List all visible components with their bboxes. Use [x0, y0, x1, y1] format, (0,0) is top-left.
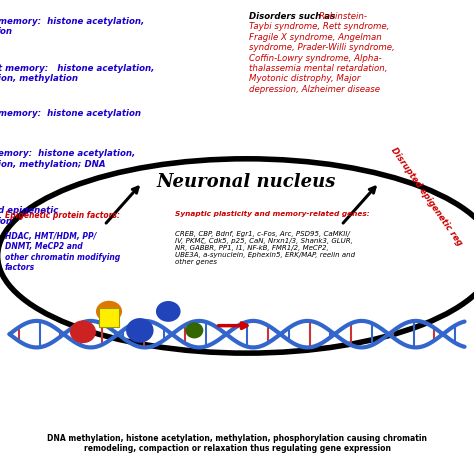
Text: d epigenetic
ion: d epigenetic ion [0, 206, 58, 226]
Text: Neuronal nucleus: Neuronal nucleus [157, 173, 336, 191]
Text: Epigenetic protein factors:: Epigenetic protein factors: [5, 211, 119, 220]
Text: Coffin-Lowry syndrome, Alpha-: Coffin-Lowry syndrome, Alpha- [249, 54, 382, 63]
Text: HDAC, HMT/HDM, PP/
DNMT, MeCP2 and
other chromatin modifying
factors: HDAC, HMT/HDM, PP/ DNMT, MeCP2 and other… [5, 232, 120, 272]
Text: Myotonic distrophy, Major: Myotonic distrophy, Major [249, 74, 360, 83]
Ellipse shape [126, 318, 154, 343]
Text: Fragile X syndrome, Angelman: Fragile X syndrome, Angelman [249, 33, 382, 42]
Text: Rubinstein-: Rubinstein- [319, 12, 368, 21]
Text: t memory:   histone acetylation,
ion, methylation: t memory: histone acetylation, ion, meth… [0, 64, 154, 83]
Text: memory:  histone acetylation: memory: histone acetylation [0, 109, 141, 118]
Text: Disrupted epigenetic reg: Disrupted epigenetic reg [389, 146, 464, 247]
Ellipse shape [185, 322, 203, 338]
Ellipse shape [96, 301, 122, 322]
Text: Taybi syndrome, Rett syndrome,: Taybi syndrome, Rett syndrome, [249, 22, 389, 31]
Ellipse shape [156, 301, 181, 322]
Text: DNA methylation, histone acetylation, methylation, phosphorylation causing chrom: DNA methylation, histone acetylation, me… [47, 434, 427, 453]
Text: depression, Alzheimer disease: depression, Alzheimer disease [249, 85, 380, 94]
Text: Synaptic plasticity and memory-related genes:: Synaptic plasticity and memory-related g… [175, 211, 370, 217]
Text: Disorders such as: Disorders such as [249, 12, 338, 21]
Ellipse shape [70, 320, 96, 343]
Text: memory:  histone acetylation,
ion: memory: histone acetylation, ion [0, 17, 144, 36]
Text: syndrome, Prader-Willi syndrome,: syndrome, Prader-Willi syndrome, [249, 43, 394, 52]
Text: thalassemia mental retardation,: thalassemia mental retardation, [249, 64, 387, 73]
Text: emory:  histone acetylation,
ion, methylation; DNA: emory: histone acetylation, ion, methyla… [0, 149, 135, 169]
Ellipse shape [0, 159, 474, 353]
FancyBboxPatch shape [99, 308, 118, 327]
Text: CREB, CBP, Bdnf, Egr1, c-Fos, Arc, PSD95, CaMKII/
IV, PKMζ, Cdk5, p25, CaN, Nrxn: CREB, CBP, Bdnf, Egr1, c-Fos, Arc, PSD95… [175, 231, 356, 265]
